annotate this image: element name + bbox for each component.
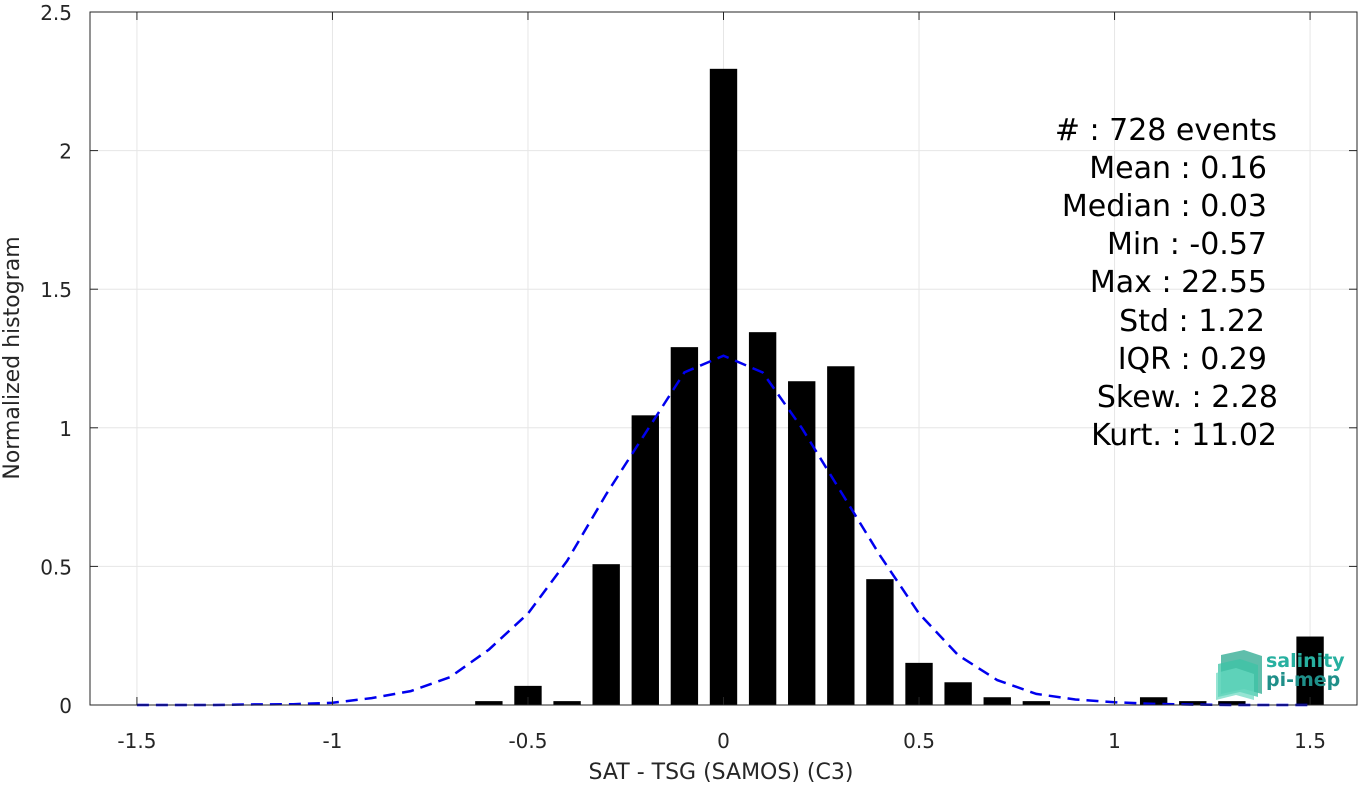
histogram-bar: [709, 68, 738, 706]
y-tick-label: 1.5: [40, 278, 72, 302]
y-tick-labels: 0 0.5 1 1.5 2 2.5: [40, 1, 72, 718]
histogram-bar: [1179, 701, 1207, 705]
stat-max: Max : 22.55: [1090, 265, 1267, 300]
y-tick-label: 0: [59, 694, 72, 718]
y-tick-label: 2: [59, 140, 72, 164]
histogram-bar: [866, 579, 894, 705]
histogram-bar: [788, 381, 816, 705]
stat-iqr: IQR : 0.29: [1118, 342, 1267, 377]
stat-min: Min : -0.57: [1107, 227, 1267, 262]
histogram-bar: [1022, 701, 1051, 705]
stat-skew: Skew. : 2.28: [1097, 380, 1278, 415]
histogram-bar: [1139, 697, 1168, 705]
stat-median: Median : 0.03: [1062, 189, 1267, 224]
x-tick-label: -1: [322, 729, 342, 753]
logo-pimep-text: pi-mep: [1266, 669, 1340, 691]
x-tick-labels: -1.5 -1 -0.5 0 0.5 1 1.5: [117, 729, 1326, 753]
histogram-bar: [631, 415, 659, 705]
histogram-bar: [1218, 701, 1246, 705]
y-axis-label: Normalized histogram: [0, 236, 25, 479]
x-tick-label: -0.5: [508, 729, 547, 753]
logo-waves-icon: [1216, 650, 1262, 700]
stat-kurt: Kurt. : 11.02: [1091, 418, 1277, 453]
x-tick-label: 0: [717, 729, 730, 753]
histogram-bar: [983, 697, 1011, 705]
histogram-bar: [553, 701, 581, 705]
histogram-bar: [748, 332, 777, 705]
stat-mean: Mean : 0.16: [1089, 151, 1267, 186]
histogram-bar: [514, 685, 542, 705]
x-tick-label: 0.5: [903, 729, 935, 753]
histogram-bar: [475, 701, 503, 705]
histogram-bar: [944, 682, 972, 705]
stat-std: Std : 1.22: [1119, 304, 1265, 339]
x-tick-label: 1: [1108, 729, 1121, 753]
x-tick-label: 1.5: [1294, 729, 1326, 753]
logo-salinity-text: salinity: [1266, 650, 1345, 672]
y-tick-label: 0.5: [40, 555, 72, 579]
histogram-bar: [670, 347, 699, 705]
histogram-bar: [1296, 636, 1324, 705]
salinity-pimep-logo: salinity pi-mep: [1216, 650, 1345, 700]
axes: [89, 11, 1358, 706]
x-axis-label: SAT - TSG (SAMOS) (C3): [589, 760, 854, 785]
stat-events: # : 728 events: [1055, 113, 1277, 148]
y-tick-label: 2.5: [40, 1, 72, 25]
histogram-bars: [475, 68, 1324, 706]
y-tick-label: 1: [59, 417, 72, 441]
statistics-annotation: # : 728 events Mean : 0.16 Median : 0.03…: [1055, 113, 1278, 453]
histogram-bar: [827, 366, 855, 705]
histogram-bar: [592, 564, 620, 705]
x-tick-label: -1.5: [117, 729, 156, 753]
